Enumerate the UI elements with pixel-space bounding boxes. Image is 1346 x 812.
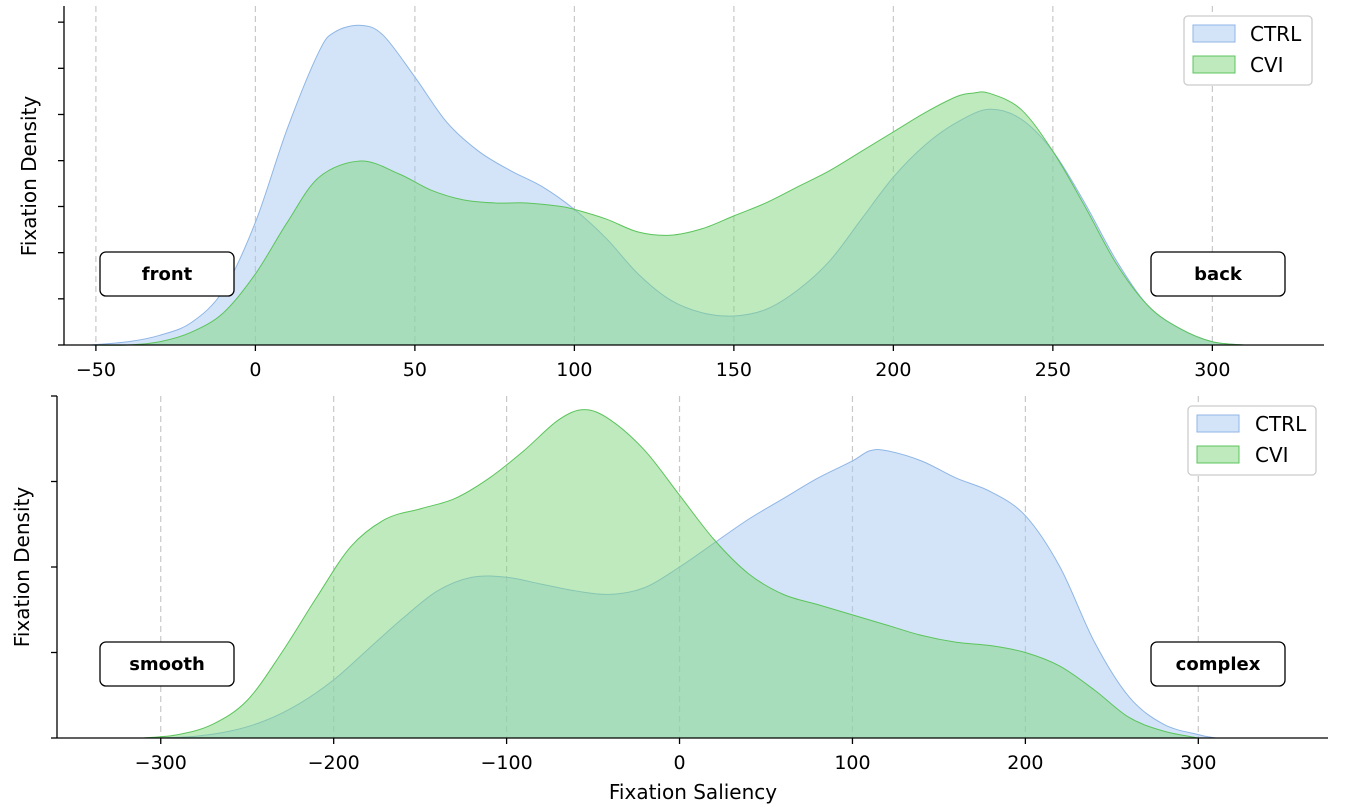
bottom-panel: −300 −200 −100 0 100 200 300 Fixation Density …: [10, 395, 1328, 804]
y-axis-label: Fixation Density: [10, 487, 34, 648]
x-tick-label: 0: [249, 359, 261, 381]
x-tick-label: 100: [834, 752, 870, 774]
legend-swatch-ctrl: [1192, 24, 1236, 43]
x-tick-label: 200: [1007, 752, 1043, 774]
axes: [51, 395, 1328, 739]
legend-label-cvi: CVI: [1255, 443, 1289, 467]
x-tick-label: −200: [308, 752, 360, 774]
legend-swatch-ctrl: [1196, 414, 1240, 433]
x-tick-label: 50: [403, 359, 427, 381]
annotation-front: front: [99, 251, 235, 297]
legend-label-ctrl: CTRL: [1255, 412, 1307, 436]
legend-label-cvi: CVI: [1250, 53, 1284, 77]
x-tick-label: 100: [556, 359, 592, 381]
annotation-complex-text: complex: [1176, 654, 1261, 675]
x-tick-label: −300: [135, 752, 187, 774]
x-axis-label: Fixation Saliency: [609, 780, 777, 804]
legend-swatch-cvi: [1192, 55, 1236, 74]
x-tick-label: −50: [76, 359, 116, 381]
x-tick-label: 150: [716, 359, 752, 381]
annotation-smooth-text: smooth: [129, 654, 205, 675]
legend: CTRL CVI: [1183, 15, 1313, 86]
y-axis-label: Fixation Density: [17, 96, 41, 257]
annotation-front-text: front: [142, 264, 193, 285]
top-panel: −50 0 50 100 150 200 250 300 Fixation Density C…: [17, 6, 1324, 381]
x-tick-label: 250: [1035, 359, 1071, 381]
density-line-cvi: [143, 409, 1199, 739]
x-ticks: −300 −200 −100 0 100 200 300: [135, 738, 1216, 774]
x-tick-label: 200: [875, 359, 911, 381]
x-ticks: −50 0 50 100 150 200 250 300: [76, 345, 1230, 381]
annotation-complex: complex: [1150, 641, 1286, 687]
density-line-cvi: [89, 91, 1245, 346]
density-areas: [143, 409, 1216, 739]
annotation-back: back: [1150, 251, 1286, 297]
x-tick-label: −100: [481, 752, 533, 774]
annotation-back-text: back: [1194, 264, 1243, 285]
density-area-cvi: [89, 91, 1245, 346]
x-tick-label: 300: [1194, 359, 1230, 381]
x-tick-label: 0: [673, 752, 685, 774]
density-area-cvi: [143, 409, 1199, 738]
legend-label-ctrl: CTRL: [1250, 22, 1302, 46]
density-areas: [89, 24, 1245, 346]
x-tick-label: 300: [1180, 752, 1216, 774]
axes: [58, 6, 1324, 346]
annotation-smooth: smooth: [99, 641, 235, 687]
legend-swatch-cvi: [1196, 445, 1240, 464]
legend: CTRL CVI: [1187, 405, 1317, 476]
